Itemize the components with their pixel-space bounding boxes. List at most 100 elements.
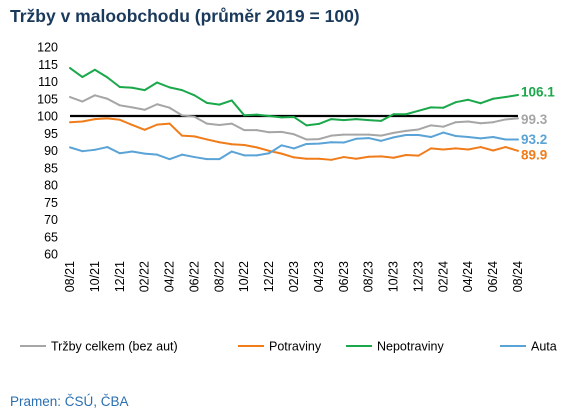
x-tick-label: 02/24 <box>436 261 450 292</box>
x-tick-label: 04/24 <box>461 261 475 292</box>
data-point <box>106 76 109 79</box>
data-point <box>305 138 308 141</box>
data-point <box>392 131 395 134</box>
data-point <box>467 148 470 151</box>
data-point <box>243 154 246 157</box>
data-point <box>81 100 84 103</box>
data-point <box>293 147 295 150</box>
chart-source: Pramen: ČSÚ, ČBA <box>10 394 129 409</box>
data-point <box>504 118 507 121</box>
data-point <box>181 134 183 137</box>
data-point <box>317 142 320 145</box>
data-point <box>305 157 308 160</box>
data-point <box>429 124 432 127</box>
data-point <box>417 133 420 136</box>
data-point <box>93 118 96 121</box>
data-point <box>479 122 482 125</box>
y-tick-label: 80 <box>44 179 58 193</box>
data-point <box>355 133 358 136</box>
data-point <box>342 133 345 136</box>
data-point <box>230 150 233 153</box>
data-point <box>417 128 420 131</box>
data-point <box>230 122 233 125</box>
data-point <box>330 141 333 144</box>
data-point <box>193 135 196 138</box>
x-axis-ticks: 08/21 10/21 12/21 02/22 04/22 06/22 08/22 10/22… <box>63 261 525 292</box>
data-point <box>330 158 333 161</box>
legend-label: Tržby celkem (bez aut) <box>51 340 178 354</box>
line-chart: 60 65 70 75 80 85 90 95 100 105 110 115 120 08/21 10/… <box>20 41 557 354</box>
data-point <box>230 143 233 146</box>
data-point <box>118 152 121 155</box>
data-point <box>118 118 121 121</box>
data-point <box>355 157 358 160</box>
y-tick-label: 115 <box>38 58 58 72</box>
data-point <box>355 137 358 140</box>
data-point <box>367 137 370 140</box>
data-point <box>342 156 345 159</box>
series-end-label: 93.2 <box>521 132 547 147</box>
data-point <box>131 106 134 109</box>
data-point <box>517 149 519 152</box>
data-point <box>454 121 457 124</box>
x-tick-label: 04/23 <box>312 261 326 292</box>
data-point <box>168 106 171 109</box>
data-point <box>205 122 208 125</box>
chart-title: Tržby v maloobchodu (průměr 2019 = 100) <box>10 6 360 26</box>
data-point <box>454 101 457 104</box>
data-point <box>293 133 295 136</box>
x-tick-label: 12/21 <box>113 261 127 292</box>
data-point <box>243 143 246 146</box>
series-end-label: 106.1 <box>521 84 555 99</box>
data-point <box>243 129 246 132</box>
data-point <box>280 116 283 119</box>
x-tick-label: 06/23 <box>337 261 351 292</box>
data-point <box>156 103 159 106</box>
data-point <box>392 113 395 116</box>
data-point <box>69 67 71 70</box>
data-point <box>342 141 345 144</box>
data-point <box>517 93 519 96</box>
data-point <box>156 153 159 156</box>
data-point <box>106 146 109 149</box>
data-point <box>205 158 208 161</box>
data-point <box>255 113 258 116</box>
data-point <box>118 104 121 107</box>
data-point <box>442 148 445 151</box>
data-point <box>479 102 482 105</box>
data-point <box>69 96 71 99</box>
data-point <box>118 86 121 89</box>
data-point <box>467 136 470 139</box>
data-point <box>218 141 221 144</box>
x-tick-label: 12/23 <box>411 261 425 292</box>
data-point <box>317 138 320 141</box>
data-point <box>317 122 320 125</box>
data-point <box>492 136 495 139</box>
data-point <box>417 109 420 112</box>
data-point <box>193 156 196 159</box>
data-point <box>131 123 134 126</box>
data-point <box>106 97 109 100</box>
y-tick-label: 105 <box>37 92 58 106</box>
data-point <box>305 142 308 145</box>
legend-label: Nepotraviny <box>377 340 444 354</box>
data-point <box>156 81 159 84</box>
data-point <box>143 108 146 111</box>
data-point <box>255 154 258 157</box>
data-point <box>218 158 221 161</box>
data-point <box>81 120 84 123</box>
data-point <box>218 103 221 106</box>
data-point <box>467 120 470 123</box>
data-point <box>380 139 383 142</box>
data-point <box>504 138 507 141</box>
data-point <box>168 158 171 161</box>
data-point <box>131 150 134 153</box>
data-point <box>454 135 457 138</box>
data-point <box>405 133 407 136</box>
y-tick-label: 100 <box>37 110 58 124</box>
data-point <box>330 134 333 137</box>
data-point <box>492 121 495 124</box>
data-point <box>143 128 146 131</box>
data-point <box>93 68 96 71</box>
legend-label: Potraviny <box>269 340 322 354</box>
